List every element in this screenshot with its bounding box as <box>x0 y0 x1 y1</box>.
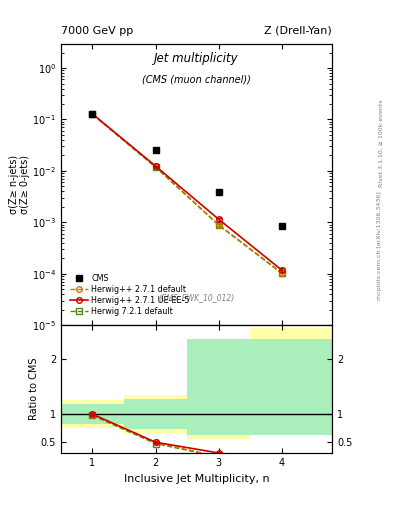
X-axis label: Inclusive Jet Multiplicity, n: Inclusive Jet Multiplicity, n <box>124 474 269 483</box>
Legend: CMS, Herwig++ 2.7.1 default, Herwig++ 2.7.1 UE-EE-5, Herwig 7.2.1 default: CMS, Herwig++ 2.7.1 default, Herwig++ 2.… <box>68 271 192 318</box>
Text: Jet multiplicity: Jet multiplicity <box>154 52 239 65</box>
Text: Rivet 3.1.10, ≥ 100k events: Rivet 3.1.10, ≥ 100k events <box>379 99 384 187</box>
Y-axis label: σ(Z≥ n-jets)
σ(Z≥ 0-jets): σ(Z≥ n-jets) σ(Z≥ 0-jets) <box>9 155 31 214</box>
Text: mcplots.cern.ch [arXiv:1306.3436]: mcplots.cern.ch [arXiv:1306.3436] <box>377 191 382 300</box>
Text: Z (Drell-Yan): Z (Drell-Yan) <box>264 26 332 36</box>
Text: 7000 GeV pp: 7000 GeV pp <box>61 26 133 36</box>
Text: (CMS (muon channel)): (CMS (muon channel)) <box>142 74 251 84</box>
Y-axis label: Ratio to CMS: Ratio to CMS <box>29 358 39 420</box>
Text: (CMS_EWK_10_012): (CMS_EWK_10_012) <box>158 293 235 303</box>
